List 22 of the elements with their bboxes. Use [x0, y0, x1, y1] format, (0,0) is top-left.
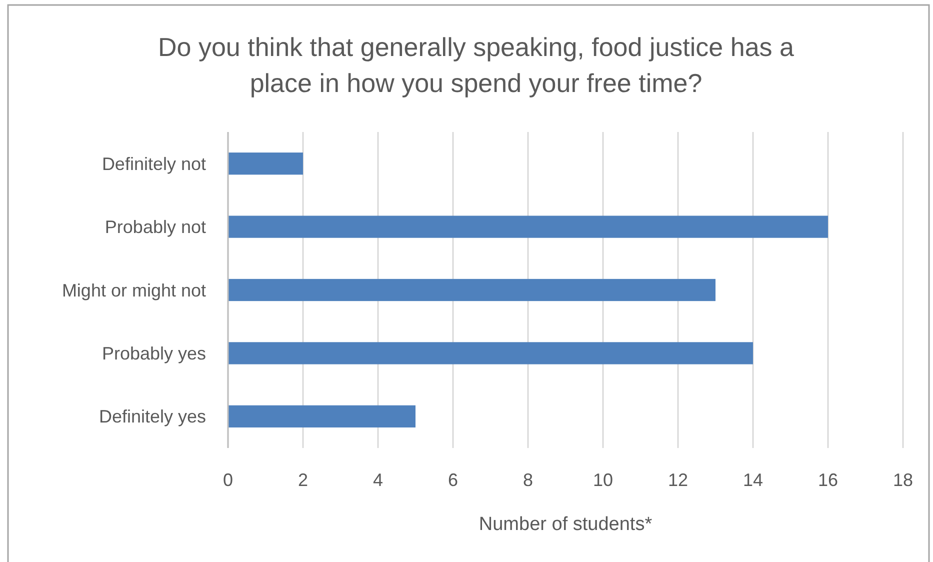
bar — [228, 152, 303, 175]
bar — [228, 342, 753, 364]
bar — [228, 278, 716, 302]
x-tick-label: 6 — [448, 470, 458, 490]
x-tick-label: 18 — [892, 470, 914, 490]
x-tick-label: 10 — [592, 470, 614, 490]
y-tick-label: Might or might not — [62, 280, 206, 300]
y-tick-label: Definitely yes — [98, 406, 206, 427]
y-tick-label: Definitely not — [102, 154, 206, 174]
x-axis-title: Number of students* — [478, 514, 653, 535]
x-tick-label: 16 — [818, 470, 838, 490]
x-tick-label: 0 — [222, 470, 234, 490]
x-tick-label: 8 — [522, 470, 534, 490]
x-tick-label: 14 — [742, 470, 764, 490]
chart-title: Do you think that generally speaking, food justice has a place in how you spend your free time? — [158, 32, 795, 98]
bar — [228, 216, 828, 238]
y-tick-label: Probably yes — [102, 344, 206, 364]
y-tick-label: Probably not — [104, 217, 206, 238]
x-tick-label: 4 — [372, 470, 384, 490]
x-tick-label: 12 — [668, 470, 688, 490]
x-tick-label: 2 — [298, 470, 308, 490]
bar — [228, 405, 416, 428]
